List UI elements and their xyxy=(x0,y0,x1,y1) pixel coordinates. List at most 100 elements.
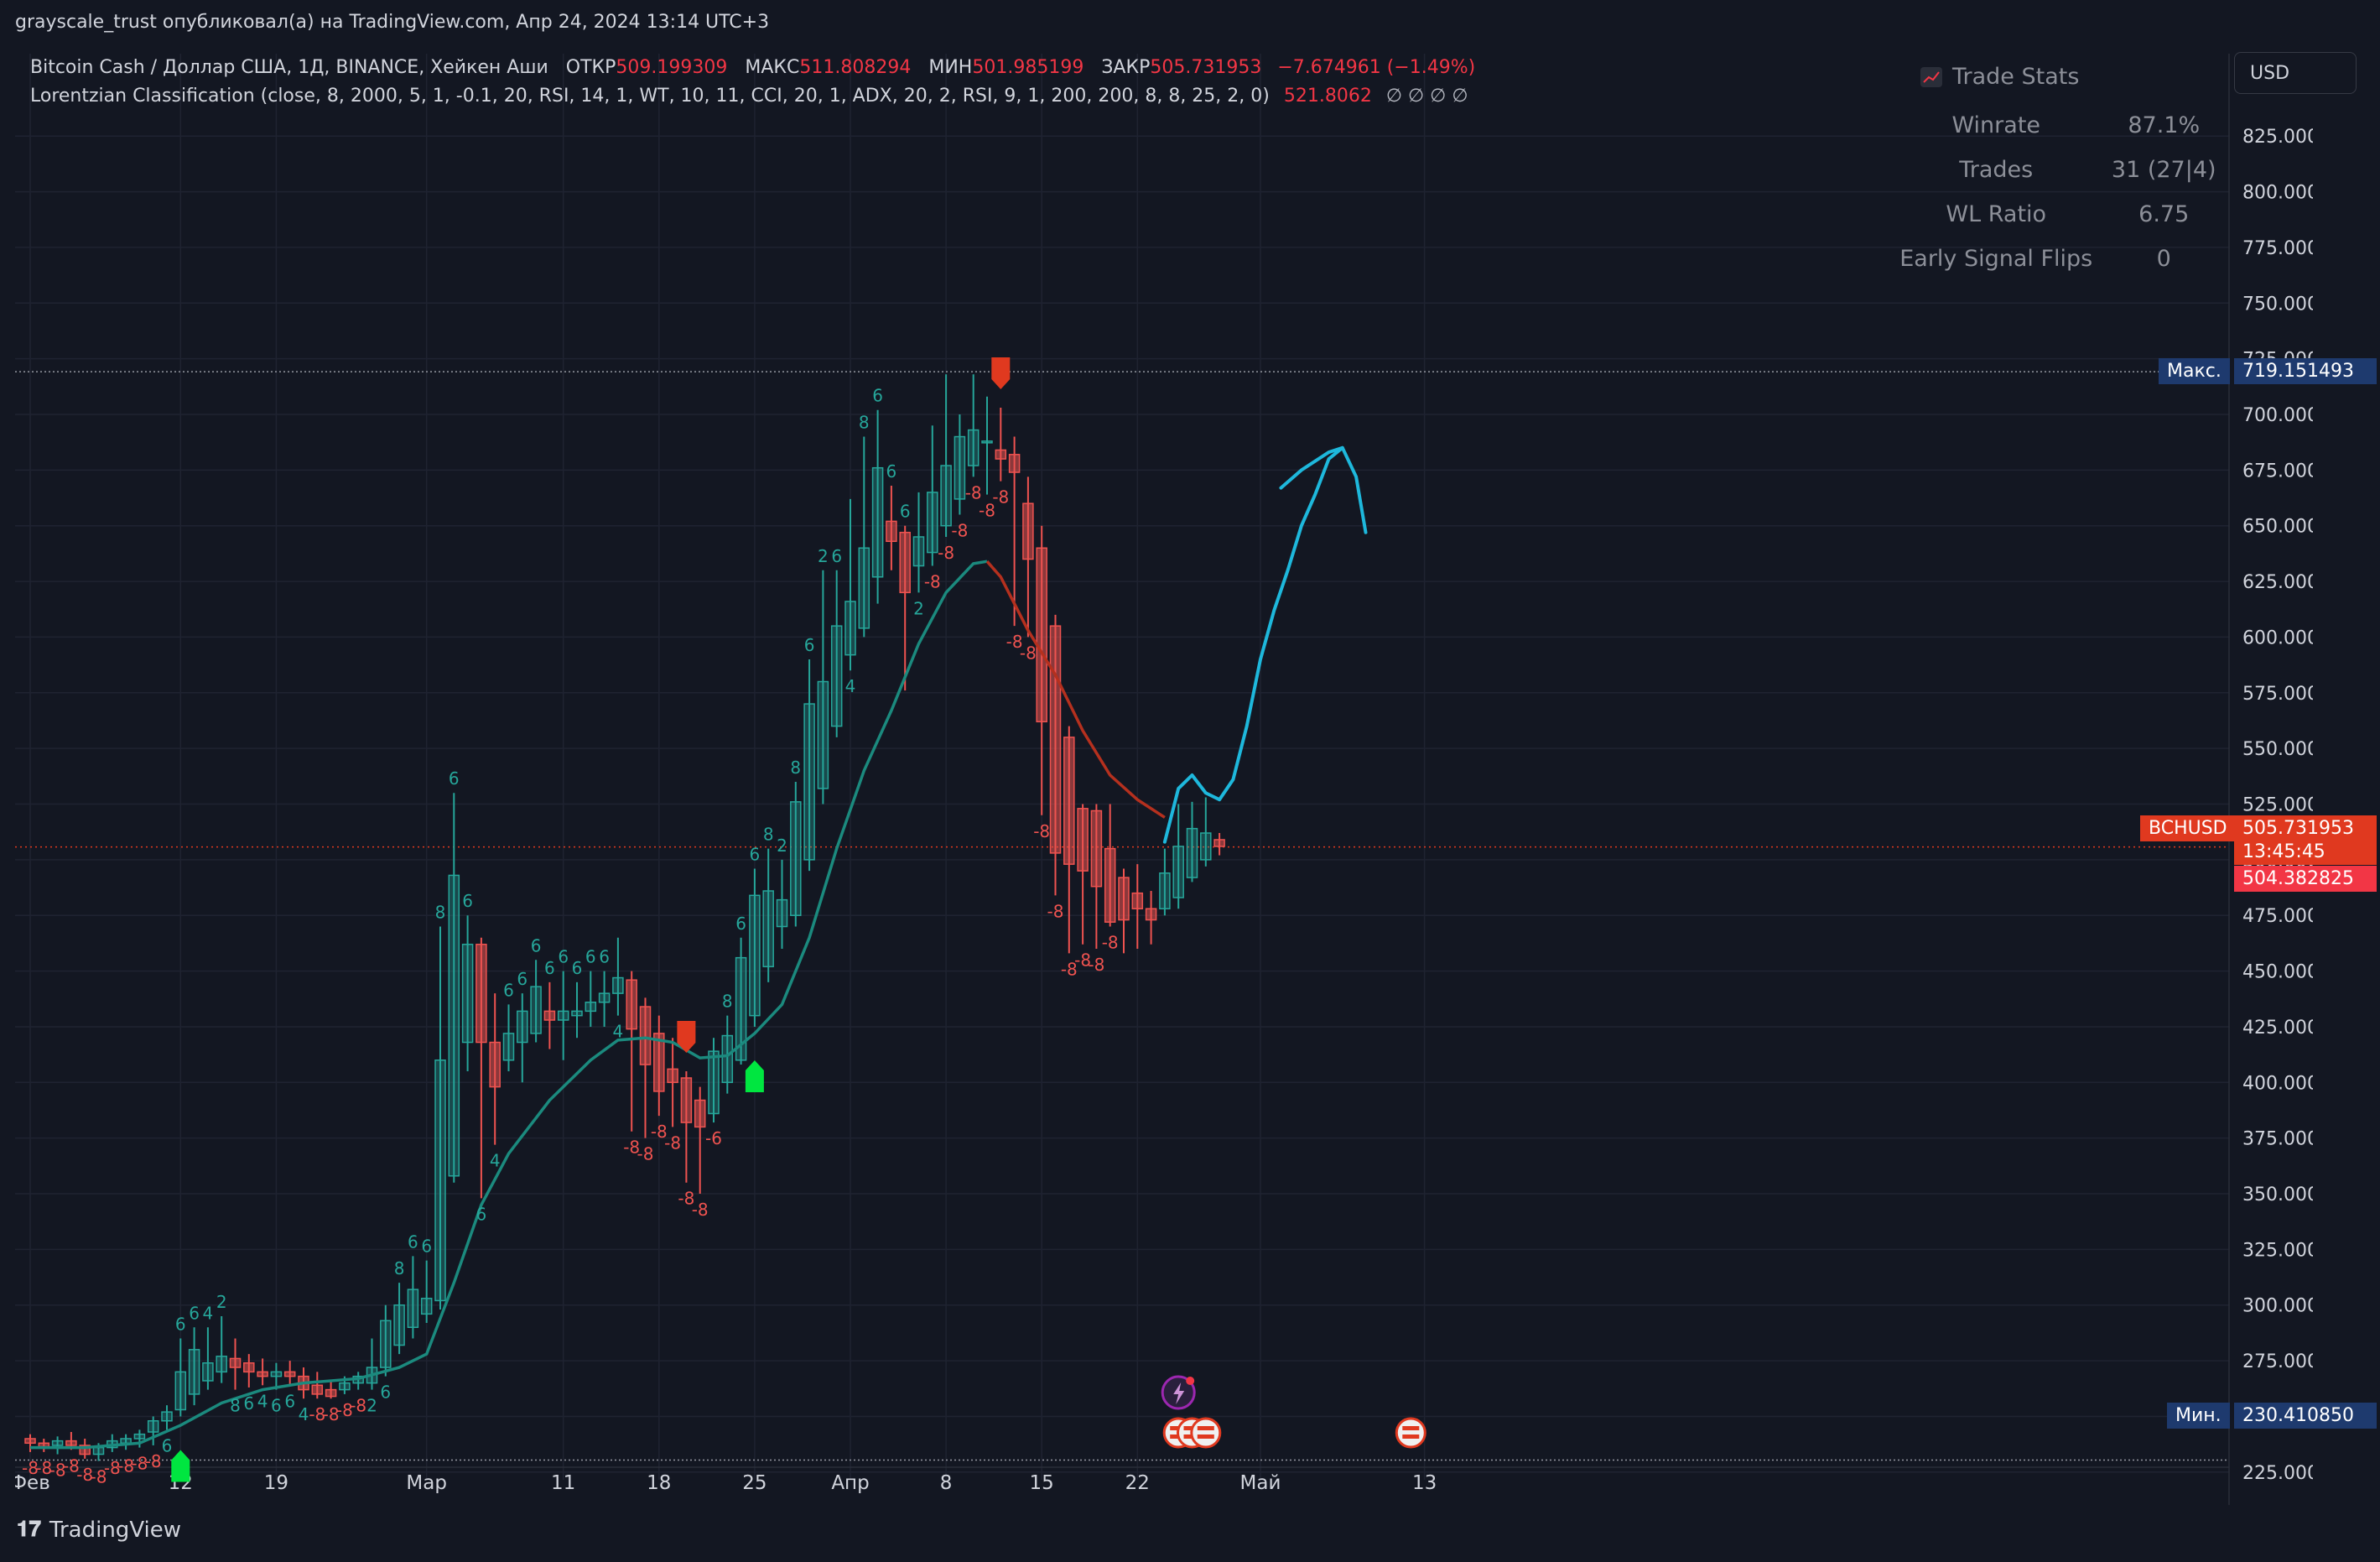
y-tick-label: 825.000000 xyxy=(2242,127,2313,148)
candle-body xyxy=(79,1445,91,1455)
x-tick-label: 22 xyxy=(1125,1472,1150,1494)
projection-drawing-hook xyxy=(1279,445,1344,490)
symbol-title[interactable]: Bitcoin Cash / Доллар США, 1Д, BINANCE, … xyxy=(30,57,548,78)
candle-body xyxy=(1200,832,1212,861)
x-tick-label: 11 xyxy=(551,1472,575,1494)
signal-label: 2 xyxy=(366,1396,377,1416)
y-tick-label: 350.000000 xyxy=(2242,1185,2313,1205)
signal-label: -8 xyxy=(22,1458,39,1478)
signal-label: 6 xyxy=(872,386,883,406)
us-flag-stripe xyxy=(1402,1434,1420,1439)
candle-body xyxy=(626,979,637,1030)
signal-label: 8 xyxy=(790,758,801,778)
tradingview-logo[interactable]: 𝟏𝟕 TradingView xyxy=(17,1517,181,1543)
candle-body xyxy=(1118,877,1130,921)
stats-label: WL Ratio xyxy=(1946,201,2047,227)
x-tick-label: Май xyxy=(1240,1472,1281,1494)
y-tick-label: 525.000000 xyxy=(2242,795,2313,816)
signal-label: 6 xyxy=(189,1303,200,1323)
stats-value: 31 (27|4) xyxy=(2111,157,2216,183)
trade-stats-table: Trade Stats Winrate 87.1% Trades 31 (27|4)… xyxy=(1887,64,2222,281)
symbol-tag: BCHUSD xyxy=(2140,815,2236,841)
signal-label: -8 xyxy=(1088,955,1104,975)
candle-body xyxy=(598,992,611,1003)
stats-row-winrate: Winrate 87.1% xyxy=(1887,103,2222,148)
signal-label: -8 xyxy=(651,1122,668,1142)
signal-label: -8 xyxy=(336,1400,353,1420)
buy-signal-marker xyxy=(171,1450,190,1482)
footer xyxy=(0,1505,2380,1562)
signal-label: 4 xyxy=(613,1022,624,1042)
stats-label: Early Signal Flips xyxy=(1899,246,2093,272)
x-tick-label: 8 xyxy=(940,1472,953,1494)
signal-label: -8 xyxy=(623,1138,640,1158)
signal-label: -8 xyxy=(965,482,982,502)
candle-body xyxy=(639,1006,652,1065)
signal-label: -6 xyxy=(705,1128,722,1148)
signal-label: 6 xyxy=(449,768,460,789)
candle-body xyxy=(1159,872,1171,910)
signal-label: 6 xyxy=(599,947,610,967)
candle-body xyxy=(133,1433,146,1440)
chart-panel[interactable]: 225.000000250.000000275.000000300.000000… xyxy=(15,54,2313,1505)
x-tick-label: Фев xyxy=(15,1472,50,1494)
y-tick-label: 750.000000 xyxy=(2242,294,2313,315)
candle-body xyxy=(188,1349,200,1395)
signal-label: -8 xyxy=(664,1132,681,1153)
indicator-title[interactable]: Lorentzian Classification (close, 8, 200… xyxy=(30,86,1270,107)
candle-body xyxy=(92,1446,105,1455)
x-tick-label: 13 xyxy=(1412,1472,1437,1494)
candle-body xyxy=(585,1001,597,1013)
brand-name: TradingView xyxy=(49,1517,182,1543)
candle-body xyxy=(1008,454,1021,473)
candle-body xyxy=(708,1050,720,1115)
candle-body xyxy=(790,801,802,916)
candle-body xyxy=(161,1411,173,1422)
currency-selector[interactable]: USD xyxy=(2234,52,2357,94)
projection-drawing xyxy=(1162,445,1368,844)
indicator-legend: Lorentzian Classification (close, 8, 200… xyxy=(30,86,1468,107)
y-tick-label: 675.000000 xyxy=(2242,461,2313,482)
signal-label: -8 xyxy=(1033,821,1050,841)
candle-body xyxy=(1063,737,1075,865)
signal-label: -8 xyxy=(1020,643,1037,663)
low-label: МИН xyxy=(928,57,973,78)
signal-label: 6 xyxy=(831,546,842,566)
signal-label: 6 xyxy=(408,1231,418,1252)
signal-label: 4 xyxy=(299,1404,309,1424)
close-value: 505.731953 xyxy=(1150,57,1262,78)
stats-row-wl-ratio: WL Ratio 6.75 xyxy=(1887,192,2222,237)
us-flag-event-icon xyxy=(1395,1417,1426,1449)
candle-body xyxy=(1131,892,1144,910)
last-price-tag: 505.731953 xyxy=(2234,815,2377,841)
y-tick-label: 325.000000 xyxy=(2242,1240,2313,1261)
candle-body xyxy=(871,466,884,578)
candle-body xyxy=(1049,625,1062,854)
price-chart[interactable]: 225.000000250.000000275.000000300.000000… xyxy=(15,54,2313,1505)
stats-label: Winrate xyxy=(1951,112,2041,138)
candle-body xyxy=(967,429,980,466)
candle-body xyxy=(803,703,815,861)
signal-label: 6 xyxy=(162,1435,173,1455)
signal-label: 6 xyxy=(476,1204,487,1224)
low-value: 501.985199 xyxy=(972,57,1084,78)
y-tick-label: 800.000000 xyxy=(2242,183,2313,204)
x-tick-label: 25 xyxy=(742,1472,766,1494)
candle-body xyxy=(202,1362,214,1382)
max-price-label: Макс. xyxy=(2159,358,2230,384)
candle-body xyxy=(1213,839,1225,847)
us-flag-event-icon xyxy=(1190,1417,1222,1449)
candle-body xyxy=(653,1033,665,1092)
candle-body xyxy=(283,1371,296,1377)
min-price-label: Мин. xyxy=(2167,1403,2230,1429)
candle-body xyxy=(940,465,952,527)
candle-body xyxy=(147,1420,159,1433)
indicator-empty-values: ∅ ∅ ∅ ∅ xyxy=(1385,86,1468,107)
candle-body xyxy=(339,1382,351,1391)
stats-value: 0 xyxy=(2156,246,2171,272)
kernel-regression-bear xyxy=(985,560,1166,819)
signal-label: -8 xyxy=(91,1467,107,1487)
signal-label: -8 xyxy=(350,1396,366,1416)
candle-body xyxy=(571,1010,583,1017)
candle-body xyxy=(776,898,788,928)
